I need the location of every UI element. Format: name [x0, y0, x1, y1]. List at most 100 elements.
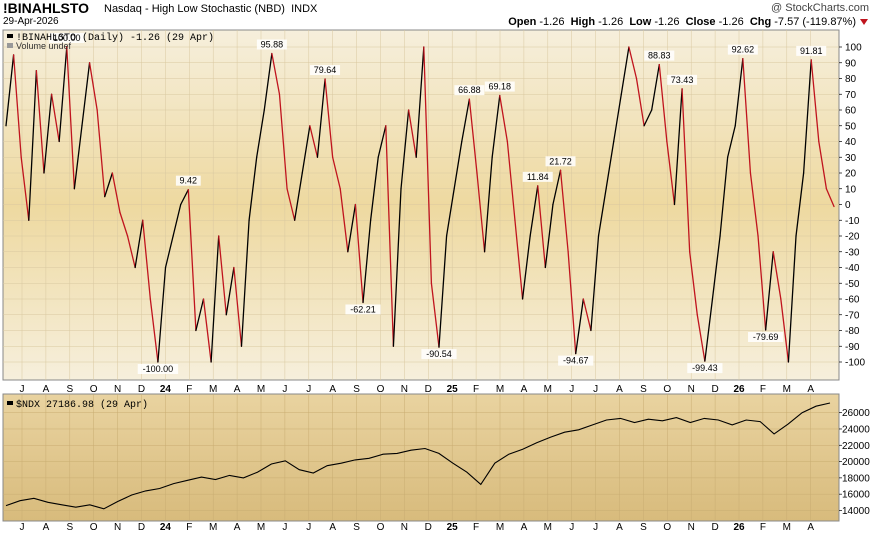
stochastic-segment [764, 251, 774, 331]
stochastic-grid [3, 30, 839, 380]
stochastic-segment [749, 172, 759, 237]
stochastic-segment [499, 94, 509, 143]
stochastic-segment [491, 94, 501, 158]
stochastic-legend-text: !BINAHLSTO (Daily) -1.26 (29 Apr) [16, 32, 214, 44]
stochastic-legend: !BINAHLSTO (Daily) -1.26 (29 Apr) Volume… [7, 32, 214, 51]
stochastic-segment [597, 188, 607, 237]
ndx-x-tick-label: A [616, 522, 623, 533]
ndx-x-axis: J A S O N D 24 F M A M J J A S O N D 25 F M A M J J A S O N D 26 F M A [20, 522, 815, 533]
ndx-x-tick-label: A [234, 522, 241, 533]
stochastic-segment [575, 298, 584, 355]
stochastic-segment [795, 172, 805, 237]
stochastic-segment [704, 298, 714, 362]
stochastic-segment [202, 298, 212, 363]
x-tick-label: S [66, 384, 73, 395]
stochastic-segment [119, 211, 129, 237]
ndx-x-tick-label: J [306, 522, 311, 533]
x-tick-label: J [593, 384, 598, 395]
stochastic-segment [385, 125, 395, 347]
stochastic-segment [651, 63, 660, 111]
x-tick-label: S [640, 384, 647, 395]
annotation-bg [256, 39, 287, 50]
stochastic-segment [263, 52, 273, 111]
stochastic-segment [43, 93, 53, 174]
ndx-x-tick-label: F [186, 522, 192, 533]
stochastic-segment [111, 172, 121, 214]
stochastic-segment [35, 69, 45, 174]
annotation-bg [49, 33, 85, 43]
sub-row: 29-Apr-2026 Open -1.26 High -1.26 Low -1… [0, 16, 874, 29]
ndx-y-tick-label: 24000 [842, 424, 870, 435]
peak-annotation: 73.43 [671, 75, 694, 85]
stochastic-segment [294, 172, 303, 221]
x-tick-label: J [282, 384, 287, 395]
x-tick-label: O [90, 384, 98, 395]
stochastic-segment [620, 46, 630, 95]
annotation-bg [175, 175, 201, 186]
stochastic-segment [559, 169, 569, 253]
y-tick-label: 70 [845, 90, 857, 101]
stochastic-segment [195, 298, 205, 332]
ndx-x-tick-label: D [425, 522, 432, 533]
y-tick-label: 20 [845, 169, 857, 180]
stochastic-x-axis: J A S O N D 24 F M A M J J A S O N D 25 F M A M J J A S O N D 26 F M A [20, 384, 815, 395]
ndx-x-tick-label: M [209, 522, 217, 533]
ndx-legend-swatch [7, 401, 13, 405]
y-tick-label: -20 [845, 232, 860, 243]
ndx-x-tick-label: O [377, 522, 385, 533]
y-tick-label: -80 [845, 326, 860, 337]
symbol-description: Nasdaq - High Low Stochastic (NBD) INDX [104, 3, 317, 15]
ohlc-readout: Open -1.26 High -1.26 Low -1.26 Close -1… [508, 16, 856, 28]
stochastic-segment [506, 140, 516, 221]
annotation-bg [796, 45, 827, 56]
y-tick-label: -100 [845, 358, 865, 369]
stochastic-segment [818, 140, 828, 190]
brand-label: @ StockCharts.com [771, 2, 869, 14]
x-tick-label: 26 [733, 384, 745, 395]
stochastic-segment [628, 46, 638, 80]
annotation-bg [748, 332, 784, 343]
stochastic-segment [187, 189, 197, 332]
peak-annotation: 21.72 [549, 156, 572, 166]
ndx-x-tick-label: S [353, 522, 360, 533]
y-tick-label: -70 [845, 310, 860, 321]
x-tick-label: A [616, 384, 623, 395]
ndx-x-tick-label: M [783, 522, 791, 533]
stochastic-segment [483, 156, 493, 253]
stochastic-segment [225, 266, 235, 316]
y-tick-label: -40 [845, 263, 860, 274]
peak-annotations: 9.42 95.88 79.64 -62.21 -90.54 66.88 69.18 11.8… [49, 33, 827, 374]
y-tick-label: 10 [845, 184, 857, 195]
stochastic-segment [240, 219, 250, 347]
y-tick-label: -50 [845, 279, 860, 290]
ndx-x-tick-label: J [20, 522, 25, 533]
ndx-x-tick-label: A [807, 522, 814, 533]
y-tick-label: 0 [845, 200, 851, 211]
stochastic-segment [392, 188, 402, 347]
stochastic-segment [96, 109, 106, 198]
stochastic-segment [666, 140, 676, 206]
ndx-x-tick-label: M [544, 522, 552, 533]
stochastic-segment [407, 109, 417, 158]
peak-annotation: -79.69 [753, 332, 779, 342]
stochastic-segment [590, 235, 600, 332]
stochastic-segment [757, 235, 767, 331]
stochastic-segment [164, 235, 174, 269]
stochastic-segment [377, 125, 387, 158]
peak-annotation: 69.18 [488, 82, 511, 92]
stochastic-segment [58, 46, 68, 143]
annotation-bg [644, 50, 675, 61]
y-tick-label: 90 [845, 58, 857, 69]
peak-annotation: 91.81 [800, 46, 823, 56]
stochastic-segment [521, 235, 531, 300]
stochastic-segment [742, 57, 752, 174]
x-tick-label: A [234, 384, 241, 395]
stochastic-segment [286, 188, 296, 221]
x-tick-label: A [43, 384, 50, 395]
stochastic-segment [28, 69, 38, 221]
stochastic-y-axis: 1009080706050403020100-10-20-30-40-50-60… [839, 43, 865, 369]
stochastic-segment [658, 63, 668, 143]
ndx-price-line [5, 402, 831, 510]
stochastic-segment [734, 57, 744, 127]
y-tick-label: 30 [845, 153, 857, 164]
